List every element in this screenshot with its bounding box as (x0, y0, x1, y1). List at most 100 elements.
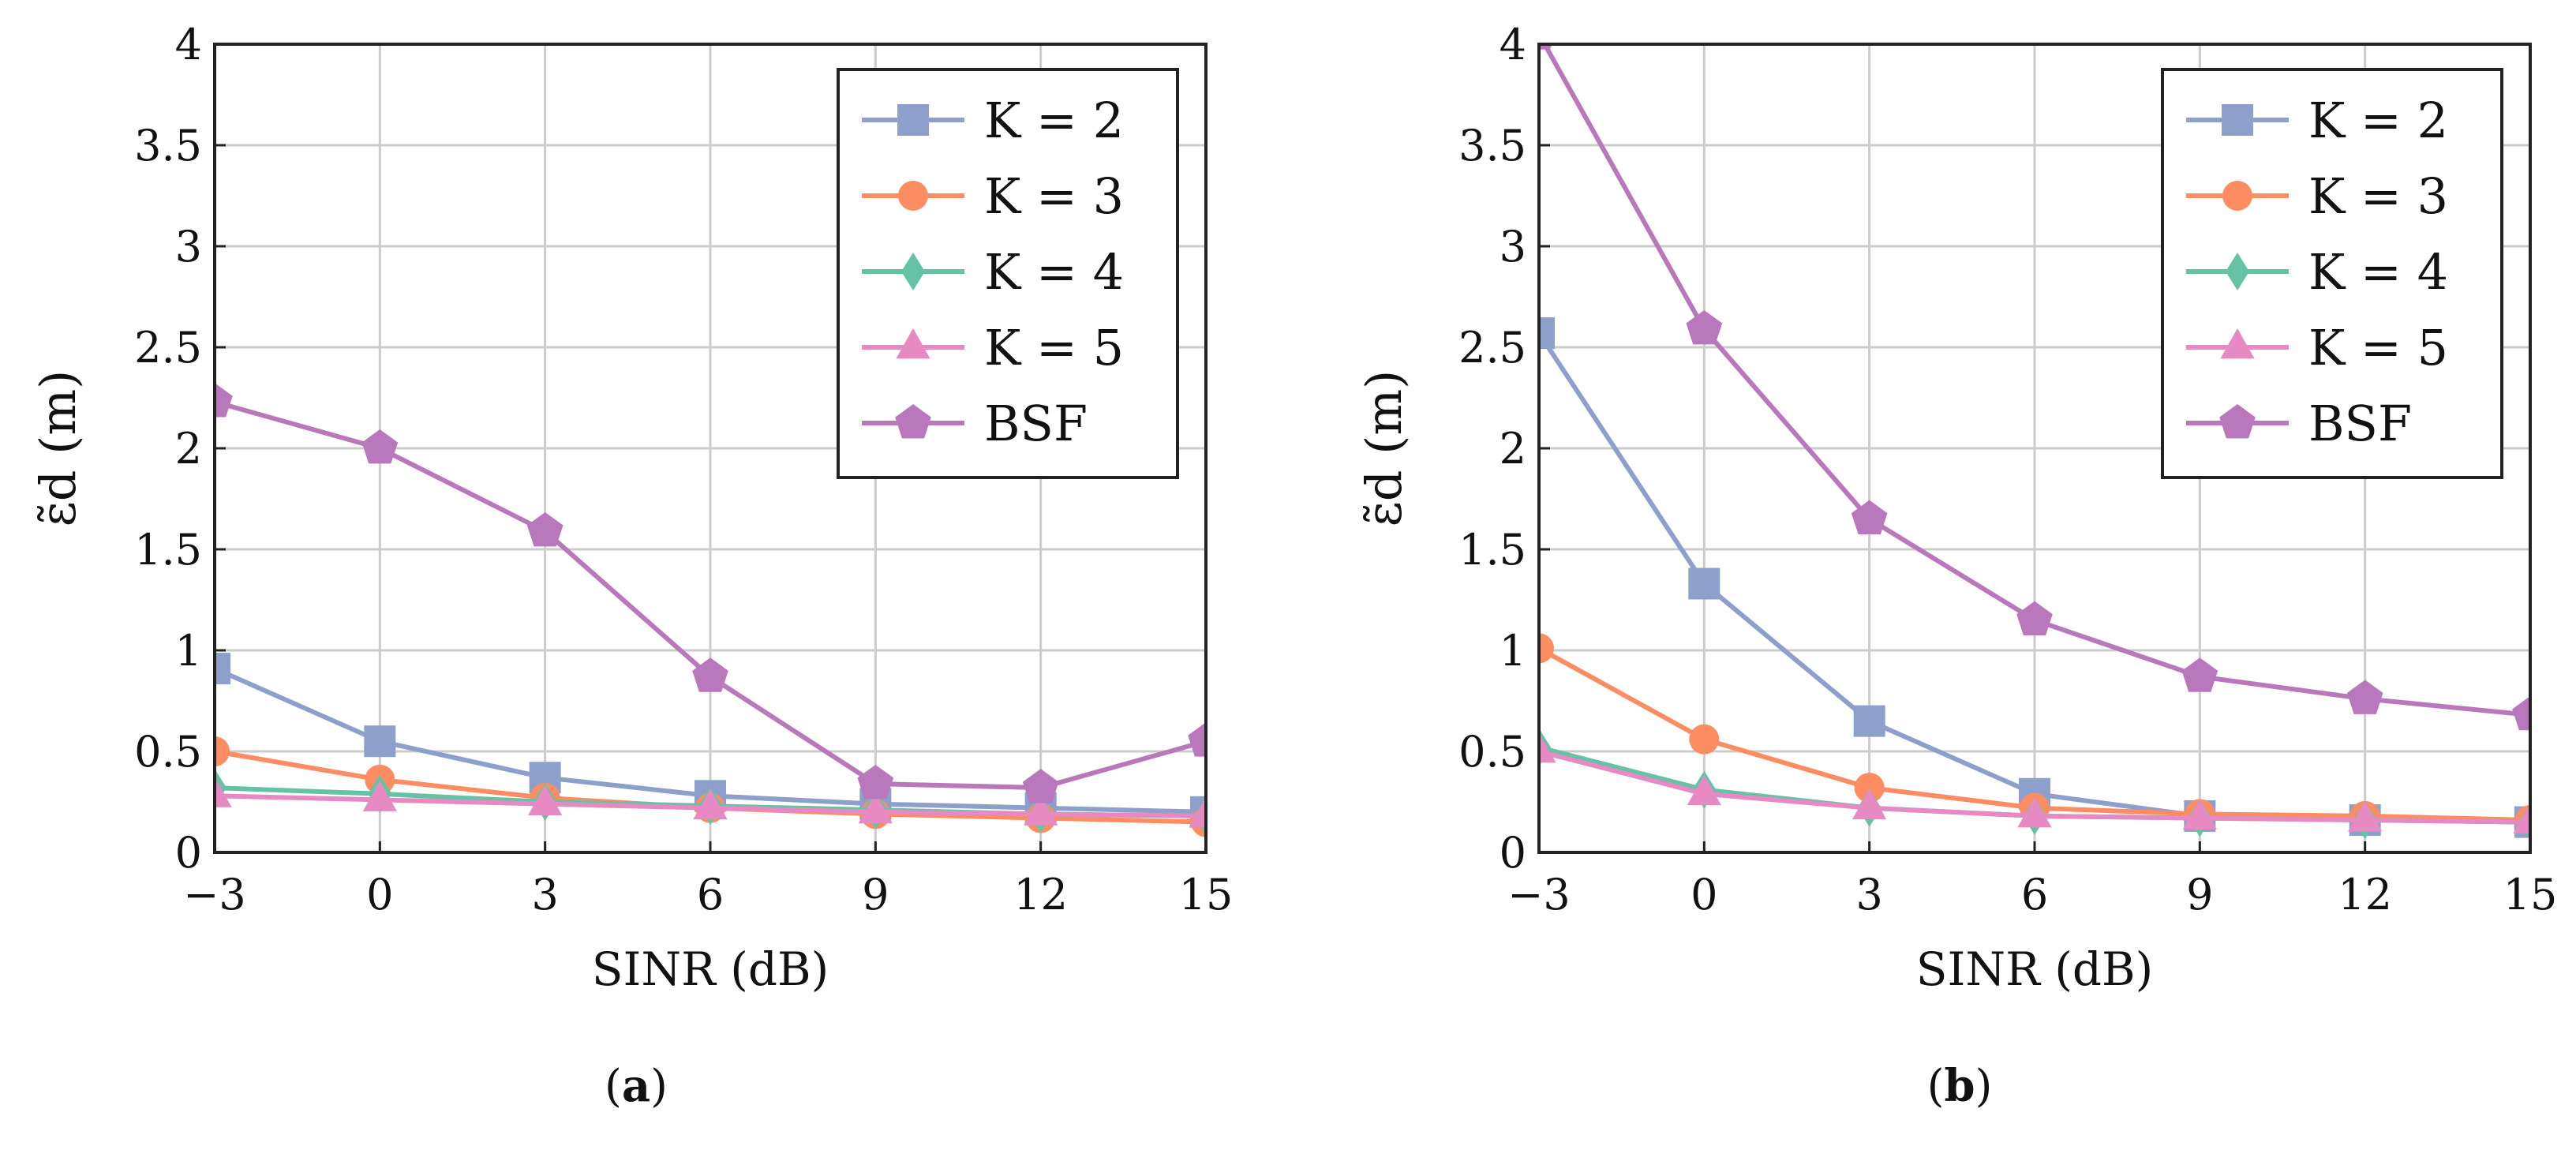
y-tick-label: 2.5 (134, 323, 202, 373)
data-point (1539, 633, 1554, 664)
legend-label: K = 3 (984, 167, 1124, 225)
legend-entry: K = 2 (862, 92, 1124, 149)
data-point (2512, 695, 2530, 731)
panel-label: a (622, 1060, 650, 1112)
data-point (2182, 799, 2217, 830)
series-pentagon (1539, 44, 2530, 731)
x-tick-label: 15 (1179, 870, 1234, 919)
plot-frame (213, 43, 1208, 854)
y-axis-title: ε̃d (m) (1355, 370, 1413, 527)
y-axis-title: ε̃d (m) (29, 370, 87, 527)
data-point (364, 725, 396, 758)
x-tick-label: 9 (2186, 870, 2213, 919)
legend-marker (2220, 328, 2255, 359)
data-point (215, 736, 230, 766)
data-point (1188, 722, 1206, 757)
data-point (1024, 795, 1058, 826)
data-point (693, 788, 728, 820)
data-point (1539, 317, 1555, 350)
x-tick-label: 6 (697, 870, 724, 919)
x-tick-label: 6 (2021, 870, 2048, 919)
data-point (857, 765, 894, 800)
data-point (528, 785, 563, 815)
legend-entry: K = 5 (862, 319, 1124, 376)
legend-label: K = 4 (984, 243, 1124, 301)
y-tick-label: 1.5 (134, 525, 202, 575)
plot-area (215, 383, 1206, 837)
x-tick-label: 12 (1013, 870, 1068, 919)
data-point (362, 781, 397, 811)
legend-label: K = 2 (2308, 92, 2448, 149)
legend-label: K = 5 (984, 319, 1124, 376)
legend-marker (2226, 253, 2249, 290)
y-tick-label: 2.5 (1458, 323, 1526, 373)
data-point (1853, 705, 1885, 737)
y-tick-label: 0.5 (134, 727, 202, 777)
series-triangle (1539, 732, 2530, 833)
data-point (2346, 680, 2383, 714)
legend-marker (901, 253, 925, 290)
data-point (1851, 500, 1888, 534)
plot-area (1539, 44, 2530, 841)
data-point (2513, 803, 2530, 833)
data-point (1686, 310, 1723, 345)
legend-marker (2222, 104, 2253, 136)
x-tick-label: 15 (2503, 870, 2558, 919)
x-tick-label: −3 (183, 870, 246, 919)
y-tick-label: 0 (175, 828, 202, 878)
x-tick-label: 12 (2338, 870, 2392, 919)
panel-caption: (a) (605, 1060, 668, 1112)
panel-caption: (b) (1927, 1060, 1993, 1112)
legend-label: K = 2 (984, 92, 1124, 149)
y-tick-label: 0 (1500, 828, 1526, 878)
x-tick-label: −3 (1507, 870, 1571, 919)
plot-frame (1537, 43, 2532, 854)
y-tick-label: 3.5 (134, 121, 202, 170)
legend-marker (897, 104, 929, 136)
x-tick-label: 3 (1855, 870, 1882, 919)
y-tick-label: 4 (175, 20, 202, 69)
y-tick-label: 4 (1500, 20, 1526, 69)
legend-marker (2222, 181, 2252, 211)
legend-label: K = 3 (2308, 167, 2448, 225)
y-tick-label: 3.5 (1458, 121, 1526, 170)
data-point (1688, 567, 1720, 600)
data-point (526, 512, 564, 547)
y-tick-label: 1 (1500, 626, 1526, 676)
data-point (1689, 724, 1720, 755)
legend-label: K = 5 (2308, 319, 2448, 376)
data-point (2016, 601, 2053, 635)
data-point (1687, 774, 1721, 806)
x-axis-ticks: −3 0 3 6 9 12 15 (1507, 841, 2557, 919)
y-tick-label: 0.5 (1458, 727, 1526, 777)
legend: K = 2 K = 3 K = 4 K = 5 BSF (2161, 68, 2503, 479)
y-tick-label: 1 (175, 626, 202, 676)
data-point (215, 383, 233, 418)
series-triangle (215, 777, 1206, 828)
data-point (215, 653, 230, 685)
legend-entry: K = 5 (2186, 319, 2448, 376)
y-tick-label: 1.5 (1458, 525, 1526, 575)
data-point (1539, 732, 1556, 763)
legend: K = 2 K = 3 K = 4 K = 5 BSF (837, 68, 1179, 479)
y-tick-label: 2 (1500, 424, 1526, 474)
x-axis-title: SINR (dB) (592, 942, 829, 996)
legend-marker (898, 181, 928, 211)
panel-label: b (1944, 1060, 1975, 1112)
x-tick-label: 9 (862, 870, 889, 919)
series-pentagon (215, 383, 1206, 803)
data-point (2348, 801, 2383, 832)
y-tick-label: 2 (175, 424, 202, 474)
legend-entry: K = 4 (2186, 243, 2448, 301)
legend-label: K = 4 (2308, 243, 2448, 301)
legend-entry: BSF (862, 395, 1088, 452)
legend-label: BSF (2308, 395, 2412, 452)
y-axis-ticks: 0 0.5 1 1.5 2 2.5 3 3.5 4 (1458, 20, 1550, 878)
legend-marker (896, 328, 930, 359)
data-point (1189, 796, 1206, 828)
y-tick-label: 3 (1500, 222, 1526, 272)
x-tick-label: 0 (366, 870, 393, 919)
data-point (215, 777, 232, 807)
